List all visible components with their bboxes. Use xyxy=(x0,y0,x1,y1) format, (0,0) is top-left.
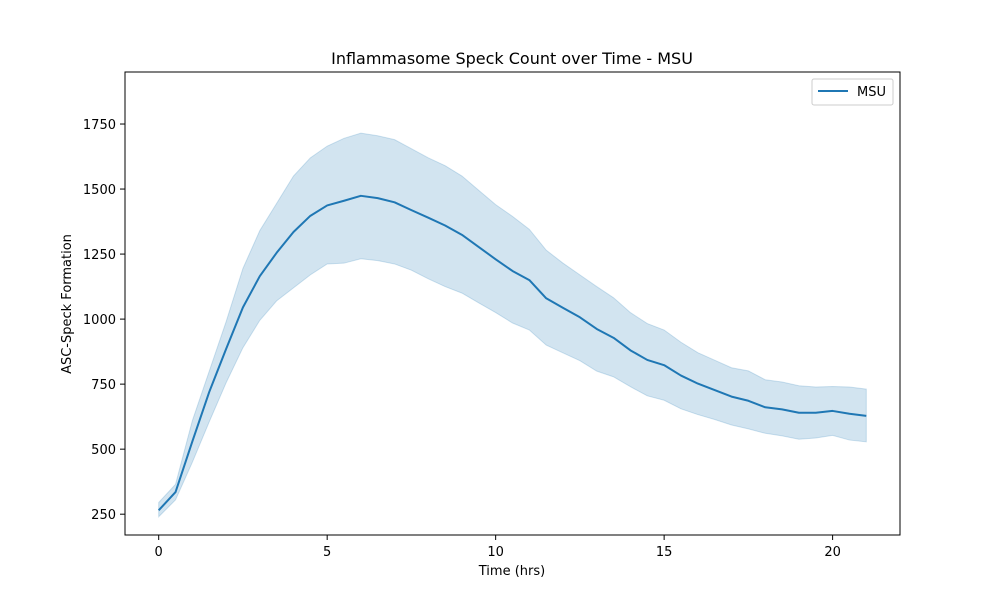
x-tick-label: 5 xyxy=(323,545,331,560)
x-axis: 0 5 10 15 20 xyxy=(155,535,841,560)
x-tick-label: 15 xyxy=(656,545,673,560)
plot-area-frame xyxy=(124,71,901,536)
series-lines xyxy=(157,194,867,511)
chart-title: Inflammasome Speck Count over Time - MSU xyxy=(331,49,693,68)
x-tick-label: 0 xyxy=(155,545,163,560)
x-tick-label: 10 xyxy=(487,545,504,560)
y-tick-label: 1500 xyxy=(83,183,116,198)
y-tick-label: 250 xyxy=(91,508,116,523)
series-line-0 xyxy=(157,194,867,511)
y-tick-label: 1250 xyxy=(83,248,116,263)
confidence-band-0 xyxy=(158,132,867,519)
y-tick-label: 500 xyxy=(91,443,116,458)
x-axis-title: Time (hrs) xyxy=(478,564,545,579)
y-tick-label: 750 xyxy=(91,378,116,393)
y-axis: 250 500 750 1000 1250 1500 1750 xyxy=(83,118,125,523)
y-axis-title: ASC-Speck Formation xyxy=(60,234,75,374)
y-tick-label: 1750 xyxy=(83,118,116,133)
legend-box xyxy=(811,78,894,106)
confidence-bands xyxy=(158,132,867,519)
x-tick-label: 20 xyxy=(824,545,841,560)
legend-label-msu: MSU xyxy=(857,85,886,100)
y-tick-label: 1000 xyxy=(83,313,116,328)
legend: MSU xyxy=(811,78,894,106)
